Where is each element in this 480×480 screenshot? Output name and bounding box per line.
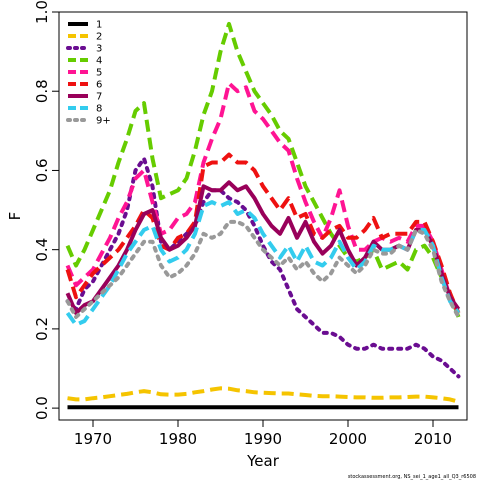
series-line-4 [65,21,461,318]
x-tick-label: 1980 [159,430,197,448]
legend-label: 9+ [96,116,111,127]
y-tick-label: 0.0 [33,396,51,420]
y-tick-label: 0.8 [33,79,51,103]
y-axis: 0.0 0.2 0.4 0.6 0.8 1.0 [33,0,60,420]
credit-text: stockassessment.org, NS_sei_1_age1_all_Q… [348,474,476,480]
series-line-5 [65,81,461,314]
y-axis-title: F [6,212,24,221]
series-line-8 [65,200,461,327]
x-axis-title: Year [246,452,280,470]
x-tick-label: 1970 [74,430,112,448]
series-line-6 [65,152,461,314]
y-tick-label: 0.6 [33,158,51,182]
legend-label: 7 [96,92,102,103]
legend-label: 3 [96,44,102,55]
y-tick-label: 1.0 [33,0,51,24]
legend-label: 1 [96,20,102,31]
legend-label: 4 [96,56,102,67]
x-tick-label: 2000 [329,430,367,448]
series-line-7 [65,180,461,315]
legend-label: 2 [96,32,102,43]
x-tick-label: 1990 [244,430,282,448]
legend-label: 6 [96,80,102,91]
series-line-9plus [65,219,461,319]
y-tick-label: 0.2 [33,317,51,341]
legend-label: 8 [96,104,102,115]
series-line-3 [65,156,461,379]
series-layer [65,21,461,410]
series-line-2 [67,386,460,404]
x-axis: 1970 1980 1990 2000 2010 [74,419,452,448]
y-tick-label: 0.4 [33,238,51,262]
legend-label: 5 [96,68,102,79]
x-tick-label: 2010 [414,430,452,448]
